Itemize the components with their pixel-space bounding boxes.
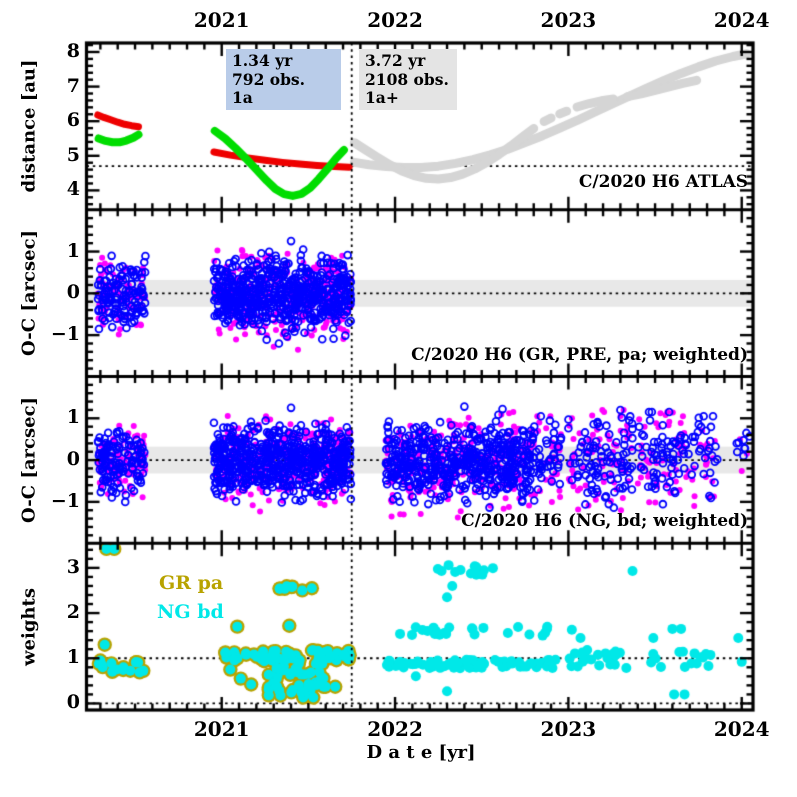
x-tick-label-top: 2023 — [540, 8, 597, 32]
annotation-box-pre-arc: 1.34 yr 792 obs. 1a — [226, 49, 341, 110]
y-tick-label: −1 — [50, 489, 80, 512]
y-tick-label: 7 — [66, 74, 80, 97]
annotation-line: 2108 obs. — [365, 69, 449, 89]
y-tick-label: 8 — [66, 39, 80, 62]
x-tick-label-top: 2022 — [367, 8, 423, 32]
annotation-line: 1.34 yr — [232, 51, 293, 70]
x-tick-label-bottom: 2023 — [540, 717, 597, 741]
x-tick-label-top: 2024 — [713, 8, 770, 32]
annotation-box-full-arc: 3.72 yr 2108 obs. 1a+ — [359, 49, 457, 110]
y-tick-label: 0 — [66, 447, 80, 470]
panel-label-distance: C/2020 H6 ATLAS — [578, 172, 748, 192]
x-tick-label-bottom: 2022 — [367, 717, 423, 741]
annotation-line: 1a+ — [365, 88, 399, 108]
x-axis-title: D a t e [yr] — [366, 742, 476, 763]
y-tick-label: 1 — [66, 239, 80, 262]
legend-ng-bd: NG bd — [157, 601, 224, 623]
panel-label-oc-ng: C/2020 H6 (NG, bd; weighted) — [461, 511, 748, 531]
y-tick-label: 3 — [66, 555, 80, 578]
x-tick-label-bottom: 2021 — [193, 717, 250, 741]
y-tick-label: 1 — [66, 646, 80, 669]
x-tick-label-top: 2021 — [193, 8, 250, 32]
y-tick-label: 0 — [66, 691, 80, 714]
annotation-line: 3.72 yr — [365, 51, 426, 70]
y-tick-label: 2 — [66, 600, 80, 623]
y-tick-label: −1 — [50, 323, 80, 346]
annotation-line: 1a — [232, 88, 253, 108]
annotation-line: 792 obs. — [232, 69, 306, 89]
panel-label-oc-gr: C/2020 H6 (GR, PRE, pa; weighted) — [411, 345, 748, 365]
y-tick-label: 1 — [66, 406, 80, 429]
y-tick-label: 0 — [66, 281, 80, 304]
y-tick-label: 6 — [66, 109, 80, 132]
y-tick-label: 4 — [66, 178, 80, 201]
y-tick-label: 5 — [66, 143, 80, 166]
legend-gr-pa: GR pa — [159, 572, 224, 594]
x-tick-label-bottom: 2024 — [713, 717, 770, 741]
